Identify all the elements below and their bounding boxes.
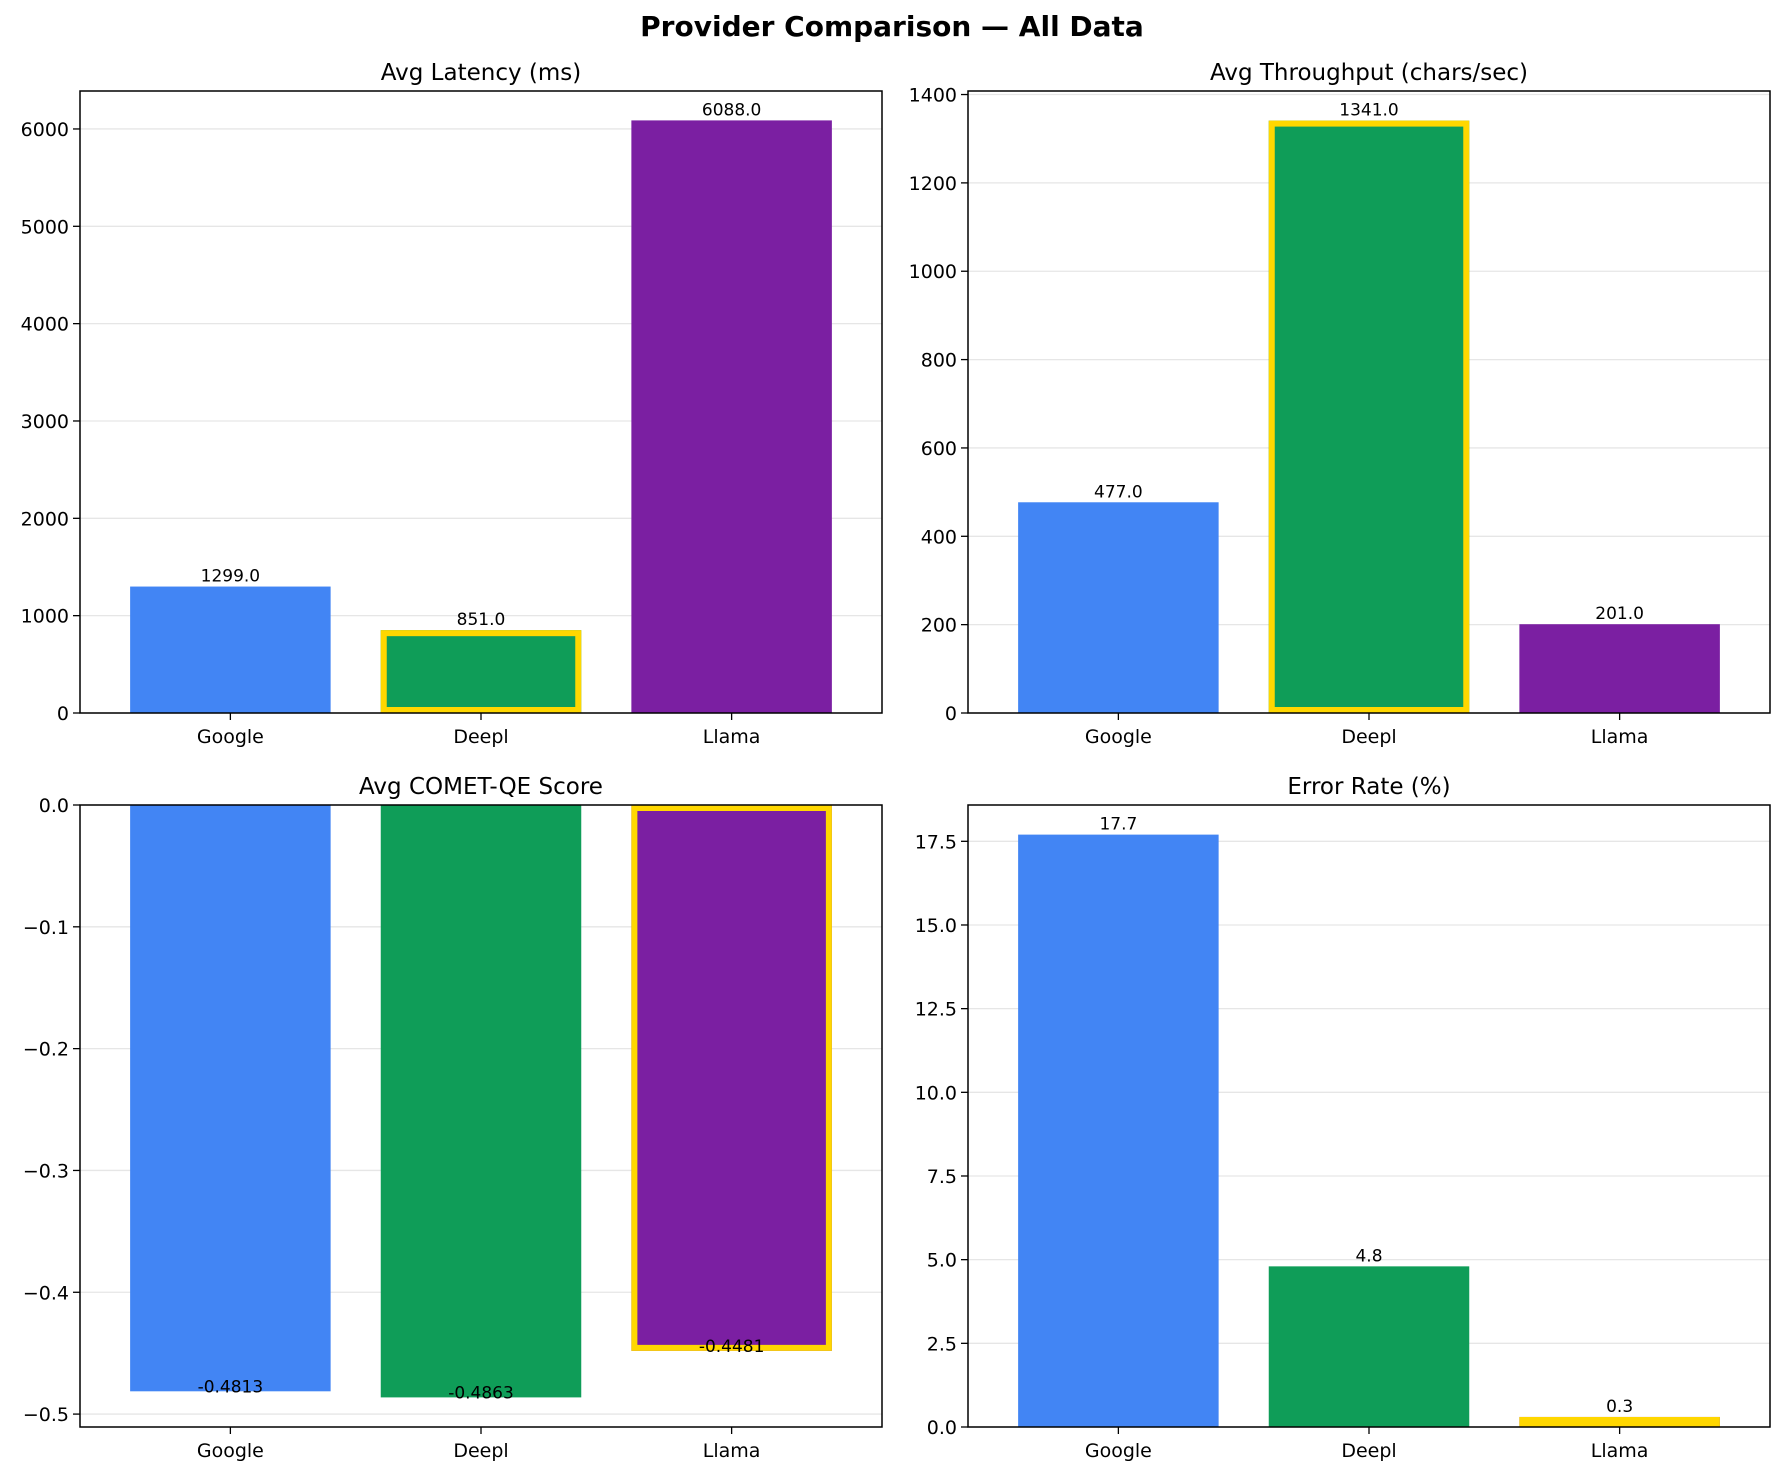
data-label: 1299.0 [201,567,260,587]
x-tick-label: Llama [1591,726,1649,748]
data-label: 851.0 [457,610,506,630]
data-label: -0.4863 [448,1383,514,1403]
y-tick-label: 1200 [909,173,957,195]
bar-deepl [380,805,582,1398]
y-tick-label: −0.4 [23,1282,69,1304]
data-label: 0.3 [1606,1397,1633,1417]
bar-llama [1519,624,1720,713]
bar-highlight-outline [1268,120,1470,713]
x-tick-label: Deepl [453,726,508,748]
x-tick-label: Google [1085,1440,1152,1462]
chart-panel-4: 17.7 Google 4.8 Deepl 0.3 Llama 0.0 2.5 5.0 7.5 10… [915,774,1771,1462]
axes-frame [79,804,883,1428]
panel-title: Error Rate (%) [1287,774,1450,800]
data-label: 17.7 [1099,815,1137,835]
y-tick-label: 10.0 [915,1082,957,1104]
x-tick-label: Deepl [1341,726,1396,748]
x-tick-label: Google [1085,726,1152,748]
y-tick-label: 0 [57,703,69,725]
axes-frame [79,90,883,714]
bar-google [1018,502,1219,713]
data-label: 1341.0 [1339,101,1398,121]
bar-google [1018,834,1219,1427]
y-tick-label: 2000 [21,508,69,530]
x-tick-label: Llama [1591,1440,1649,1462]
y-tick-label: 0.0 [927,1417,957,1439]
y-tick-label: 1000 [21,606,69,628]
chart-panel-3: -0.4813 Google -0.4863 Deepl -0.4481 Llama 0.0… [23,774,883,1462]
data-label: -0.4481 [699,1337,765,1357]
bar-llama [631,805,832,1351]
y-tick-label: 0 [945,703,957,725]
y-tick-label: −0.5 [23,1404,69,1426]
data-label: 477.0 [1094,482,1143,502]
y-tick-label: 6000 [21,119,69,141]
bar-highlight-outline [380,630,582,713]
y-tick-label: −0.3 [23,1160,69,1182]
axes-frame [967,90,1771,714]
chart-panel-2: 477.0 Google 1341.0 Deepl 201.0 Llama 0 200 400 6… [909,60,1771,748]
y-tick-label: 12.5 [915,999,957,1021]
x-tick-label: Llama [703,1440,761,1462]
figure-title: Provider Comparison — All Data [640,10,1144,43]
data-label: 4.8 [1355,1246,1382,1266]
y-tick-label: 800 [921,350,957,372]
panel-title: Avg Latency (ms) [381,60,581,86]
y-tick-label: 1400 [909,85,957,107]
data-label: 6088.0 [702,100,761,120]
bar-google [130,586,331,713]
y-tick-label: 3000 [21,411,69,433]
bar-deepl [1268,120,1470,713]
y-tick-label: 600 [921,438,957,460]
y-tick-label: 1000 [909,261,957,283]
bar-llama [631,120,832,714]
y-tick-label: 7.5 [927,1166,957,1188]
y-tick-label: 4000 [21,314,69,336]
panel-title: Avg COMET-QE Score [359,774,603,800]
y-tick-label: 2.5 [927,1333,957,1355]
x-tick-label: Llama [703,726,761,748]
y-tick-label: −0.1 [23,917,69,939]
y-tick-label: 17.5 [915,831,957,853]
y-tick-label: 15.0 [915,915,957,937]
x-tick-label: Google [197,726,264,748]
y-tick-label: 200 [921,615,957,637]
bar-deepl [380,630,582,713]
bar-google [130,805,331,1392]
y-tick-label: −0.2 [23,1039,69,1061]
y-tick-label: 400 [921,526,957,548]
axes-frame [967,804,1771,1428]
x-tick-label: Google [197,1440,264,1462]
panel-title: Avg Throughput (chars/sec) [1210,60,1528,86]
x-tick-label: Deepl [1341,1440,1396,1462]
y-tick-label: 5.0 [927,1250,957,1272]
chart-panel-1: 1299.0 Google 851.0 Deepl 6088.0 Llama 0 1000 20… [21,60,883,748]
bar-deepl [1268,1266,1470,1427]
y-tick-label: 5000 [21,216,69,238]
bar-highlight-outline [1519,1416,1720,1427]
data-label: -0.4813 [198,1377,264,1397]
data-label: 201.0 [1595,604,1644,624]
bar-highlight-outline [631,805,832,1351]
y-tick-label: 0.0 [39,795,69,817]
x-tick-label: Deepl [453,1440,508,1462]
